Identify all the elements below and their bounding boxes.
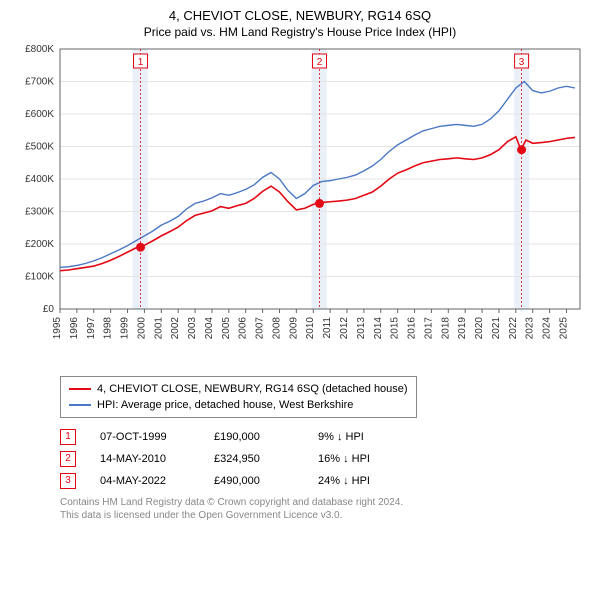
page-subtitle: Price paid vs. HM Land Registry's House … <box>12 25 588 39</box>
svg-text:2016: 2016 <box>407 317 418 340</box>
svg-text:£100K: £100K <box>25 272 54 283</box>
svg-text:2000: 2000 <box>136 317 147 340</box>
footer-line: Contains HM Land Registry data © Crown c… <box>60 496 588 509</box>
svg-text:2009: 2009 <box>288 317 299 340</box>
svg-text:1999: 1999 <box>120 317 131 340</box>
marker-delta: 9% ↓ HPI <box>318 426 408 448</box>
legend-row: 4, CHEVIOT CLOSE, NEWBURY, RG14 6SQ (det… <box>69 381 408 397</box>
marker-row: 2 14-MAY-2010 £324,950 16% ↓ HPI <box>60 448 588 470</box>
marker-delta: 24% ↓ HPI <box>318 470 408 492</box>
svg-text:2003: 2003 <box>187 317 198 340</box>
chart-svg: £0 £100K £200K £300K £400K £500K £600K £700K £80… <box>12 43 588 363</box>
svg-text:2012: 2012 <box>339 317 350 340</box>
svg-text:2008: 2008 <box>271 317 282 340</box>
svg-text:2010: 2010 <box>305 317 316 340</box>
marker-price: £190,000 <box>214 426 294 448</box>
page-title: 4, CHEVIOT CLOSE, NEWBURY, RG14 6SQ <box>12 8 588 23</box>
legend: 4, CHEVIOT CLOSE, NEWBURY, RG14 6SQ (det… <box>60 376 417 418</box>
legend-label: 4, CHEVIOT CLOSE, NEWBURY, RG14 6SQ (det… <box>97 381 408 397</box>
svg-text:£0: £0 <box>43 304 55 315</box>
svg-text:£200K: £200K <box>25 239 54 250</box>
footer: Contains HM Land Registry data © Crown c… <box>60 496 588 522</box>
svg-text:2024: 2024 <box>542 317 553 340</box>
svg-text:2018: 2018 <box>440 317 451 340</box>
marker-date: 07-OCT-1999 <box>100 426 190 448</box>
svg-text:2015: 2015 <box>390 317 401 340</box>
svg-text:1997: 1997 <box>86 317 97 340</box>
marker-row: 1 07-OCT-1999 £190,000 9% ↓ HPI <box>60 426 588 448</box>
footer-line: This data is licensed under the Open Gov… <box>60 509 588 522</box>
svg-text:2013: 2013 <box>356 317 367 340</box>
svg-text:2002: 2002 <box>170 317 181 340</box>
svg-text:£800K: £800K <box>25 44 54 55</box>
svg-text:£500K: £500K <box>25 142 54 153</box>
svg-text:1996: 1996 <box>69 317 80 340</box>
svg-text:2020: 2020 <box>474 317 485 340</box>
marker-price: £490,000 <box>214 470 294 492</box>
marker-flag-icon: 3 <box>60 473 76 489</box>
svg-text:£600K: £600K <box>25 109 54 120</box>
svg-text:1: 1 <box>138 57 144 68</box>
marker-date: 04-MAY-2022 <box>100 470 190 492</box>
svg-text:3: 3 <box>519 57 525 68</box>
marker-date: 14-MAY-2010 <box>100 448 190 470</box>
svg-text:£300K: £300K <box>25 207 54 218</box>
marker-delta: 16% ↓ HPI <box>318 448 408 470</box>
svg-text:2019: 2019 <box>457 317 468 340</box>
svg-text:2023: 2023 <box>525 317 536 340</box>
svg-text:£400K: £400K <box>25 174 54 185</box>
svg-text:2022: 2022 <box>508 317 519 340</box>
marker-row: 3 04-MAY-2022 £490,000 24% ↓ HPI <box>60 470 588 492</box>
legend-row: HPI: Average price, detached house, West… <box>69 397 408 413</box>
svg-text:2025: 2025 <box>558 317 569 340</box>
svg-text:2005: 2005 <box>221 317 232 340</box>
svg-text:2011: 2011 <box>322 317 333 339</box>
legend-label: HPI: Average price, detached house, West… <box>97 397 353 413</box>
price-chart: £0 £100K £200K £300K £400K £500K £600K £700K £80… <box>12 43 588 368</box>
legend-swatch <box>69 388 91 390</box>
svg-text:2006: 2006 <box>238 317 249 340</box>
svg-text:1998: 1998 <box>103 317 114 340</box>
svg-text:1995: 1995 <box>52 317 63 340</box>
svg-text:2001: 2001 <box>153 317 164 340</box>
svg-text:2017: 2017 <box>423 317 434 340</box>
svg-text:2021: 2021 <box>491 317 502 340</box>
marker-table: 1 07-OCT-1999 £190,000 9% ↓ HPI 2 14-MAY… <box>60 426 588 492</box>
marker-flag-icon: 1 <box>60 429 76 445</box>
marker-flag-icon: 2 <box>60 451 76 467</box>
svg-text:2014: 2014 <box>373 317 384 340</box>
svg-text:2007: 2007 <box>255 317 266 340</box>
marker-price: £324,950 <box>214 448 294 470</box>
svg-text:2: 2 <box>317 57 323 68</box>
svg-text:2004: 2004 <box>204 317 215 340</box>
svg-text:£700K: £700K <box>25 77 54 88</box>
legend-swatch <box>69 404 91 406</box>
